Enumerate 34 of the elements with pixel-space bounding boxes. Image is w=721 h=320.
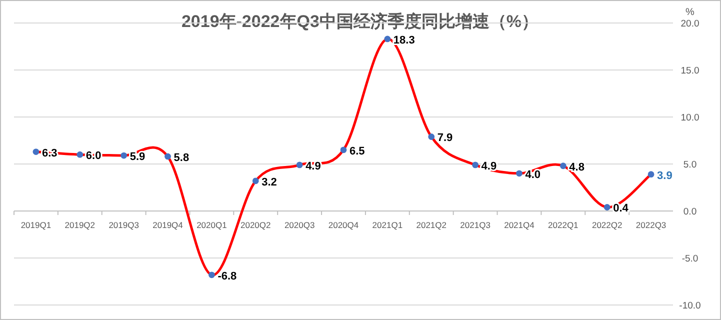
y-tick-label: 0.0 [683, 206, 697, 218]
data-label: 0.4 [613, 202, 630, 215]
x-tick-label: 2021Q2 [416, 220, 447, 230]
x-tick-label: 2020Q4 [328, 220, 359, 230]
x-tick-label: 2022Q2 [592, 220, 622, 230]
data-label: 5.8 [174, 152, 190, 164]
x-tick-label: 2019Q2 [64, 220, 96, 230]
x-tick-label: 2021Q4 [504, 220, 535, 230]
x-tick-label: 2020Q2 [240, 220, 272, 230]
data-label: -6.8 [218, 270, 237, 282]
data-label: 4.0 [525, 168, 541, 181]
x-tick-label: 2019Q1 [20, 220, 52, 230]
x-tick-label: 2021Q3 [460, 220, 491, 230]
y-tick-label: 10.0 [680, 112, 700, 124]
y-tick-label: -10.0 [679, 300, 701, 312]
y-axis-title: % [686, 7, 695, 18]
data-label: 4.8 [569, 161, 584, 174]
y-tick-label: -5.0 [682, 254, 698, 264]
x-tick-label: 2021Q1 [372, 220, 403, 230]
data-label: 7.9 [437, 132, 453, 144]
x-tick-label: 2020Q3 [284, 220, 315, 230]
x-tick-label: 2019Q3 [108, 220, 140, 230]
y-tick-label: 20.0 [680, 18, 700, 30]
y-tick-label: 5.0 [683, 160, 697, 170]
data-label: 6.5 [350, 145, 365, 158]
y-tick-label: 15.0 [680, 66, 700, 76]
x-tick-label: 2022Q3 [636, 220, 666, 230]
data-label: 3.9 [657, 170, 672, 182]
x-tick-label: 2019Q4 [152, 220, 184, 230]
data-label: 18.3 [393, 34, 415, 46]
x-tick-label: 2020Q1 [196, 220, 228, 230]
data-label: 3.2 [262, 176, 277, 188]
x-tick-label: 2022Q1 [548, 220, 579, 230]
data-label: 5.9 [130, 151, 146, 164]
